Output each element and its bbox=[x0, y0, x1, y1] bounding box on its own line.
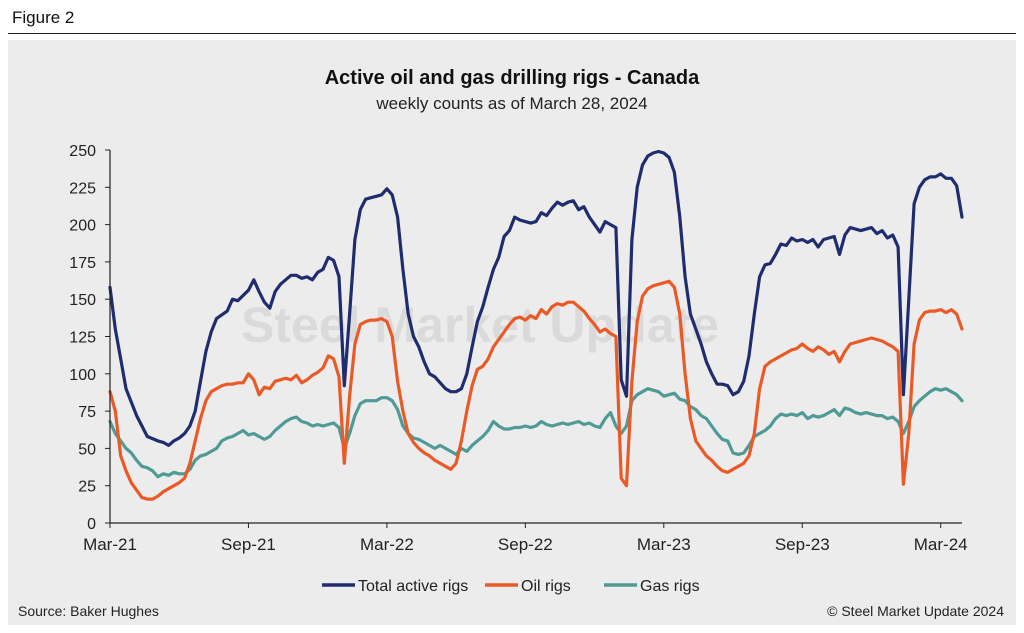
y-tick-label: 200 bbox=[69, 218, 96, 235]
figure-rule bbox=[8, 33, 1016, 34]
legend-label-oil: Oil rigs bbox=[521, 578, 571, 595]
x-tick-label: Mar-22 bbox=[360, 535, 414, 554]
chart-title: Active oil and gas drilling rigs - Canad… bbox=[325, 67, 700, 89]
chart-panel bbox=[8, 40, 1016, 625]
series-lines bbox=[108, 149, 964, 501]
y-tick-label: 25 bbox=[78, 479, 96, 496]
x-tick-label: Mar-24 bbox=[914, 535, 968, 554]
x-tick-label: Mar-21 bbox=[83, 535, 137, 554]
series-line-total bbox=[108, 149, 964, 447]
figure-label: Figure 2 bbox=[12, 8, 75, 27]
y-tick-label: 250 bbox=[69, 143, 96, 160]
legend-label-total: Total active rigs bbox=[358, 578, 468, 595]
watermark-text: Steel Market Update bbox=[241, 297, 719, 353]
source-note: Source: Baker Hughes bbox=[18, 603, 159, 619]
y-axis-ticks: 0 25 50 75 100 125 150 175 200 225 250 bbox=[69, 143, 110, 533]
y-tick-label: 75 bbox=[78, 404, 96, 421]
y-tick-label: 150 bbox=[69, 292, 96, 309]
y-tick-label: 175 bbox=[69, 255, 96, 272]
x-tick-label: Mar-23 bbox=[637, 535, 691, 554]
x-tick-label: Sep-23 bbox=[775, 535, 830, 554]
series-line-oil bbox=[108, 279, 964, 501]
copyright-note: © Steel Market Update 2024 bbox=[827, 603, 1004, 619]
y-tick-label: 125 bbox=[69, 330, 96, 347]
y-tick-label: 225 bbox=[69, 180, 96, 197]
chart-subtitle: weekly counts as of March 28, 2024 bbox=[375, 94, 647, 113]
legend-label-gas: Gas rigs bbox=[640, 578, 700, 595]
y-tick-label: 0 bbox=[87, 516, 96, 533]
x-axis-ticks: Mar-21 Sep-21 Mar-22 Sep-22 Mar-23 Sep-23 Mar-… bbox=[83, 523, 968, 554]
y-tick-label: 100 bbox=[69, 367, 96, 384]
legend: Total active rigs Oil rigs Gas rigs bbox=[322, 578, 700, 595]
watermark-logo: Steel Market Update bbox=[241, 297, 719, 353]
series-line-gas bbox=[108, 387, 964, 479]
x-tick-label: Sep-22 bbox=[498, 535, 553, 554]
y-tick-label: 50 bbox=[78, 441, 96, 458]
x-tick-label: Sep-21 bbox=[221, 535, 276, 554]
